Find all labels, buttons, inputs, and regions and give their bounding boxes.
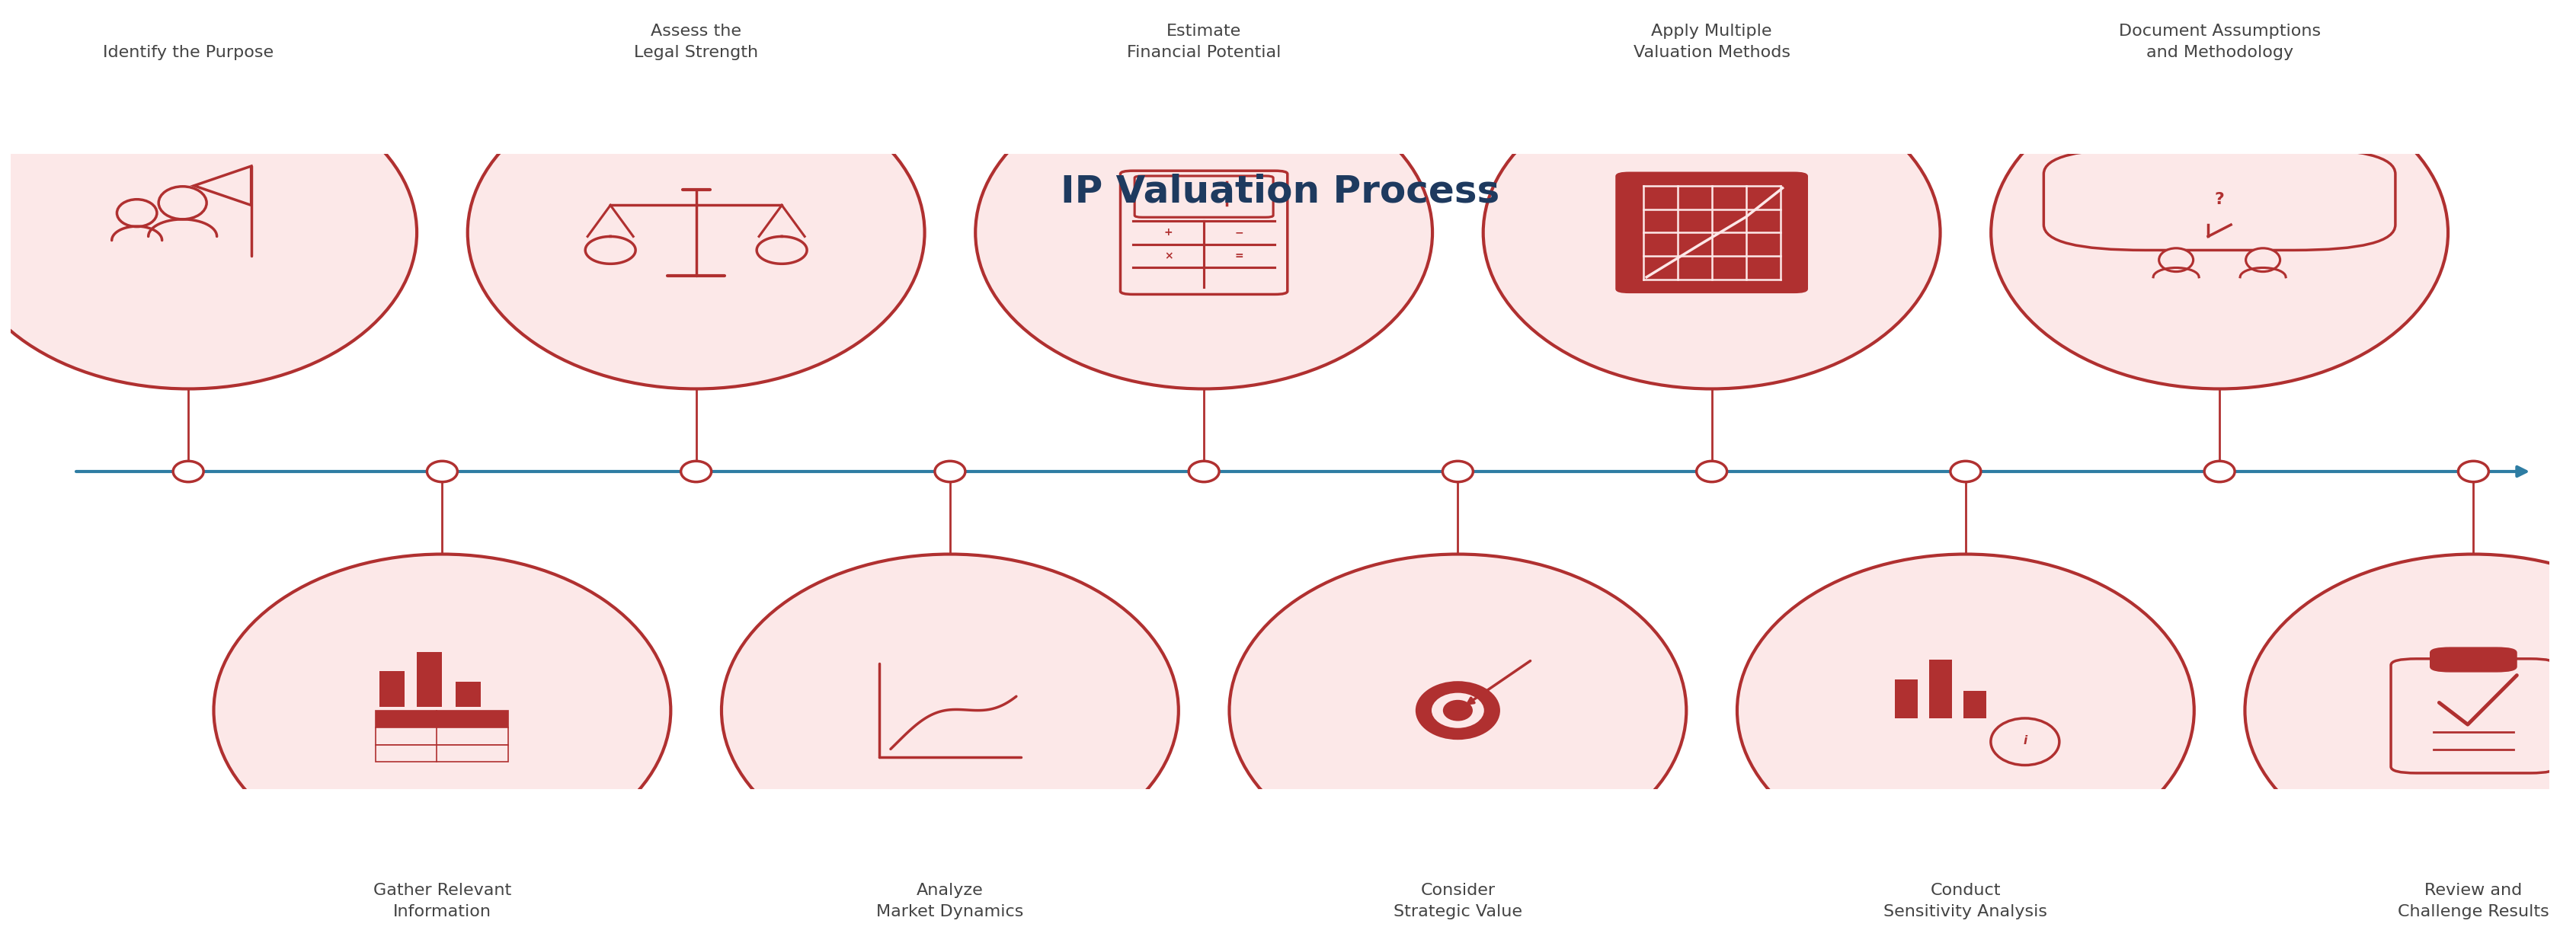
Text: Apply Multiple
Valuation Methods: Apply Multiple Valuation Methods [1633,24,1790,60]
Text: =: = [1234,251,1244,261]
Ellipse shape [2246,248,2280,272]
Ellipse shape [1443,461,1473,482]
FancyBboxPatch shape [1133,176,1273,217]
Ellipse shape [1484,76,1940,389]
Text: Identify the Purpose: Identify the Purpose [103,45,273,60]
Ellipse shape [1736,554,2195,867]
Ellipse shape [721,554,1180,867]
Text: Analyze
Market Dynamics: Analyze Market Dynamics [876,883,1023,919]
Ellipse shape [1698,461,1726,482]
Ellipse shape [1229,554,1687,867]
Ellipse shape [428,461,459,482]
Text: −: − [1234,227,1244,238]
Ellipse shape [160,187,206,220]
Ellipse shape [2458,461,2488,482]
Ellipse shape [2205,461,2236,482]
Polygon shape [193,166,250,206]
FancyBboxPatch shape [1121,171,1288,294]
Text: Gather Relevant
Information: Gather Relevant Information [374,883,510,919]
Bar [1896,679,1917,719]
Ellipse shape [214,554,670,867]
Text: Review and
Challenge Results: Review and Challenge Results [2398,883,2550,919]
Ellipse shape [1950,461,1981,482]
Ellipse shape [1445,701,1471,720]
FancyBboxPatch shape [1618,174,1806,292]
Ellipse shape [976,76,1432,389]
Ellipse shape [680,461,711,482]
Bar [379,671,404,706]
Ellipse shape [2159,248,2192,272]
Text: i: i [2022,735,2027,746]
Bar [376,745,507,762]
Bar [376,728,507,745]
Ellipse shape [935,461,966,482]
Text: ×: × [1164,251,1172,261]
Ellipse shape [0,76,417,389]
FancyBboxPatch shape [2391,659,2555,773]
Text: +: + [1164,227,1172,238]
Ellipse shape [1991,719,2058,765]
Text: Conduct
Sensitivity Analysis: Conduct Sensitivity Analysis [1883,883,2048,919]
Bar [1963,691,1986,719]
FancyBboxPatch shape [2429,648,2517,671]
Text: ?: ? [2215,191,2226,207]
Text: Estimate
Financial Potential: Estimate Financial Potential [1126,24,1280,60]
Ellipse shape [1991,76,2447,389]
Ellipse shape [1417,683,1499,738]
Text: IP Valuation Process: IP Valuation Process [1061,174,1499,210]
Ellipse shape [173,461,204,482]
FancyBboxPatch shape [1631,176,1793,198]
Bar [417,652,443,706]
Text: Assess the
Legal Strength: Assess the Legal Strength [634,24,757,60]
Ellipse shape [116,199,157,226]
FancyBboxPatch shape [2043,148,2396,250]
Bar [1929,660,1953,719]
Text: Document Assumptions
and Methodology: Document Assumptions and Methodology [2117,24,2321,60]
Bar [376,710,507,728]
Bar [456,682,482,706]
Text: Consider
Strategic Value: Consider Strategic Value [1394,883,1522,919]
Ellipse shape [469,76,925,389]
Polygon shape [2208,224,2231,237]
Ellipse shape [1430,692,1486,729]
Ellipse shape [2244,554,2576,867]
Ellipse shape [1188,461,1218,482]
